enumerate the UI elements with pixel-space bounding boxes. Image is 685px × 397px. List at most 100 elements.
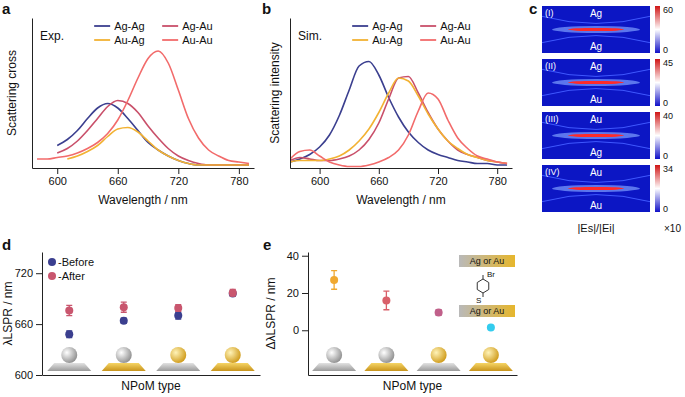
point	[229, 290, 237, 298]
colorbar	[655, 112, 660, 159]
axis	[290, 19, 291, 169]
icon-film	[156, 363, 200, 371]
axis: 600 660 720	[15, 253, 43, 382]
legend-swatch	[420, 39, 436, 41]
error-bar	[175, 305, 181, 312]
icon-film	[47, 363, 91, 371]
tick-label: 780	[230, 175, 248, 187]
npom-icons	[312, 347, 513, 371]
hotspot-glow	[552, 79, 640, 86]
legend-label: Au-Ag	[114, 34, 145, 46]
tick: 0	[293, 324, 308, 336]
annotation: Exp.	[40, 29, 64, 43]
plot-area	[330, 271, 495, 332]
error-bar	[66, 331, 72, 338]
plot-area	[37, 51, 249, 165]
tick-label: 660	[15, 318, 33, 330]
x-axis-title: Wavelength / nm	[356, 193, 446, 207]
y-axis-title: λLSPR / nm	[1, 281, 15, 345]
legend: Ag-AgAg-AuAu-AgAu-Au	[352, 20, 471, 46]
tick-mark	[302, 293, 308, 294]
field-map: (I)AgAg060	[542, 5, 673, 55]
y-axis-title: ΔλLSPR / nm	[264, 277, 278, 349]
x-axis-title: Wavelength / nm	[98, 193, 188, 207]
tick-mark	[36, 375, 42, 376]
tick-label: 600	[49, 175, 67, 187]
atom-label: S	[476, 296, 481, 305]
tick-label: 780	[489, 175, 507, 187]
npom-icons	[47, 347, 255, 371]
legend-label: -Before	[58, 256, 94, 268]
point	[382, 296, 390, 304]
tick-mark	[178, 168, 179, 174]
legend-swatch	[48, 272, 56, 280]
hotspot	[568, 134, 624, 137]
tick: 20	[287, 287, 308, 299]
panel-label: c	[529, 0, 537, 17]
axis-line	[291, 168, 513, 169]
panel-label: b	[262, 0, 271, 17]
icon-particle	[326, 347, 342, 363]
tick-mark	[320, 168, 321, 174]
x-axis-title: NPoM type	[383, 379, 443, 393]
bond	[483, 275, 484, 279]
point	[65, 307, 73, 315]
panel-label: e	[263, 236, 271, 253]
material-label: Au	[590, 167, 602, 178]
tick-label: 660	[109, 175, 127, 187]
inset-label: Ag or Au	[470, 306, 505, 316]
benzene-ring	[477, 279, 489, 293]
axis	[309, 375, 518, 376]
tick-label: 600	[311, 175, 329, 187]
icon-film	[417, 363, 461, 371]
tick: 720	[429, 168, 447, 187]
tick-label: 720	[15, 267, 33, 279]
tick-label: 720	[170, 175, 188, 187]
icon-film	[211, 363, 255, 371]
material-label: Ag	[590, 41, 602, 52]
tick: 660	[370, 168, 388, 187]
map-background	[542, 112, 650, 159]
annotation: Sim.	[298, 29, 322, 43]
colorbar-unit: ×10	[664, 223, 681, 234]
tick-mark	[36, 273, 42, 274]
icon-film	[102, 363, 146, 371]
legend-swatch	[48, 258, 56, 266]
tick: 600	[15, 369, 42, 381]
point	[229, 289, 237, 297]
error-bar	[121, 302, 127, 312]
axis-line	[42, 253, 43, 376]
axis: 600 660 720 780	[291, 168, 513, 187]
axis-line	[43, 375, 261, 376]
icon-film	[364, 363, 408, 371]
error-bar	[230, 289, 236, 296]
figure: 600660720780aExp.Wavelength / nmScatteri…	[0, 0, 685, 397]
x-axis-title: NPoM type	[121, 379, 181, 393]
axis-line	[32, 19, 33, 169]
legend-label: Ag-Au	[440, 20, 471, 32]
legend-swatch	[162, 25, 178, 27]
panel: 600660720780bSim.Wavelength / nmScatteri…	[262, 0, 513, 207]
colorbar-tick-label: 0	[663, 151, 668, 161]
tick-mark	[302, 256, 308, 257]
panel-label: a	[2, 0, 11, 17]
legend-swatch	[352, 25, 368, 27]
panel: c(I)AgAg060(II)AgAu045(III)AuAg040(IV)Au…	[529, 0, 681, 234]
inset: Ag or AuBrSAg or Au	[459, 255, 515, 317]
point	[330, 276, 338, 284]
tick: 780	[230, 168, 248, 187]
axis-line	[308, 253, 309, 376]
icon-film	[312, 363, 356, 371]
axis-line	[309, 375, 518, 376]
tick-mark	[36, 324, 42, 325]
colorbar-tick-label: 0	[663, 204, 668, 214]
legend-label: Au-Ag	[372, 34, 403, 46]
series-line	[290, 93, 507, 167]
colorbar-tick-label: 0	[663, 45, 668, 55]
point	[120, 303, 128, 311]
panel-label: d	[2, 236, 11, 253]
axis-line	[290, 19, 291, 169]
colorbar	[655, 165, 660, 212]
icon-particle	[483, 347, 499, 363]
material-label: Au	[590, 94, 602, 105]
